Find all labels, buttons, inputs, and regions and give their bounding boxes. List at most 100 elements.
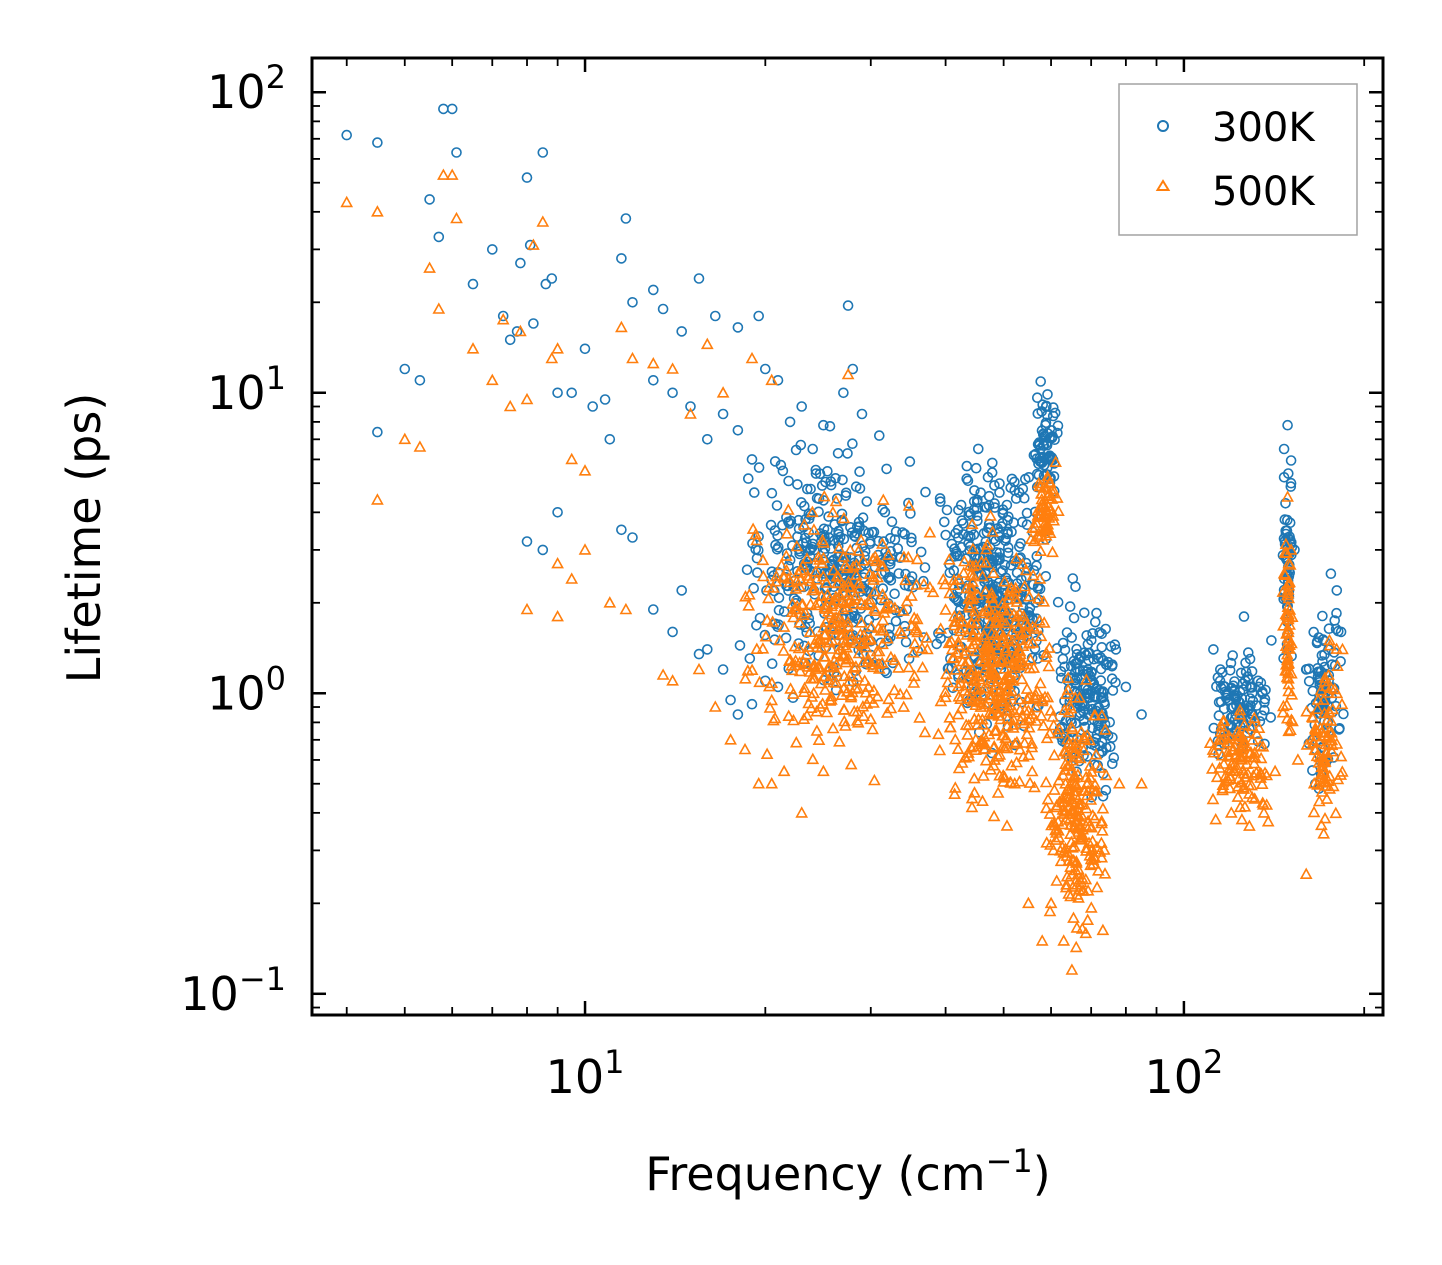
data-point-500k bbox=[1276, 585, 1290, 597]
data-point-500k bbox=[843, 634, 857, 646]
data-point-300k bbox=[1259, 704, 1270, 716]
data-point-500k bbox=[1233, 703, 1247, 716]
data-point-500k bbox=[1324, 714, 1338, 726]
data-point-500k bbox=[1019, 563, 1033, 576]
data-point-500k bbox=[888, 653, 902, 665]
data-point-500k bbox=[1056, 768, 1070, 781]
data-point-500k bbox=[841, 588, 855, 601]
data-point-500k bbox=[979, 661, 992, 674]
data-point-500k bbox=[1072, 810, 1086, 822]
data-point-300k bbox=[831, 493, 843, 504]
data-point-500k bbox=[808, 660, 821, 672]
data-point-500k bbox=[853, 581, 866, 594]
data-point-300k bbox=[968, 496, 980, 507]
data-point-500k bbox=[756, 642, 770, 654]
data-point-300k bbox=[769, 525, 781, 536]
data-point-300k bbox=[1032, 392, 1043, 404]
data-point-300k bbox=[994, 487, 1005, 498]
data-point-300k bbox=[1057, 637, 1069, 649]
data-point-500k bbox=[1093, 761, 1107, 773]
data-point-500k bbox=[841, 367, 855, 380]
y-tick-labels: 10−1 100 101 102 bbox=[180, 58, 286, 1021]
data-point-300k bbox=[759, 363, 771, 375]
data-point-500k bbox=[551, 609, 564, 622]
data-point-500k bbox=[1057, 934, 1071, 946]
data-point-500k bbox=[1077, 730, 1091, 743]
data-point-500k bbox=[1070, 873, 1084, 885]
data-point-500k bbox=[1067, 820, 1081, 832]
data-point-500k bbox=[1044, 704, 1058, 716]
data-point-500k bbox=[1065, 963, 1079, 975]
data-point-500k bbox=[1016, 557, 1030, 569]
data-point-500k bbox=[1112, 777, 1126, 789]
data-point-500k bbox=[989, 634, 1003, 646]
data-point-300k bbox=[1280, 497, 1291, 509]
data-point-300k bbox=[1285, 477, 1297, 489]
data-point-500k bbox=[789, 582, 803, 594]
y-axis-label: Lifetime (ps) bbox=[57, 393, 111, 684]
data-point-300k bbox=[1061, 627, 1073, 638]
data-point-300k bbox=[919, 562, 931, 573]
data-point-300k bbox=[1266, 635, 1277, 646]
data-point-500k bbox=[1067, 769, 1081, 782]
data-point-500k bbox=[1097, 843, 1111, 855]
data-point-300k bbox=[961, 473, 973, 485]
data-point-300k bbox=[1208, 644, 1219, 655]
data-point-500k bbox=[619, 602, 633, 615]
data-point-300k bbox=[1034, 440, 1045, 451]
data-point-500k bbox=[797, 518, 811, 530]
data-point-500k bbox=[951, 707, 965, 720]
data-point-500k bbox=[1008, 737, 1022, 749]
data-point-500k bbox=[739, 590, 752, 602]
data-point-300k bbox=[1107, 758, 1118, 770]
data-point-300k bbox=[899, 528, 911, 540]
data-point-300k bbox=[805, 483, 816, 495]
data-point-500k bbox=[851, 682, 865, 694]
data-point-500k bbox=[952, 572, 966, 585]
data-point-500k bbox=[867, 573, 881, 585]
data-point-500k bbox=[781, 503, 795, 515]
data-point-500k bbox=[1014, 714, 1027, 726]
data-point-500k bbox=[825, 622, 839, 635]
data-point-300k bbox=[1242, 671, 1253, 682]
data-point-300k bbox=[863, 614, 875, 626]
data-point-300k bbox=[935, 496, 946, 508]
data-point-500k bbox=[804, 701, 818, 713]
data-point-500k bbox=[814, 632, 827, 644]
data-point-500k bbox=[868, 550, 882, 562]
data-point-300k bbox=[935, 633, 946, 644]
data-point-500k bbox=[970, 683, 984, 695]
data-point-500k bbox=[836, 615, 849, 627]
data-point-500k bbox=[1033, 572, 1047, 584]
data-point-300k bbox=[994, 554, 1005, 565]
data-point-300k bbox=[989, 480, 1000, 491]
data-point-500k bbox=[1098, 723, 1112, 735]
data-point-300k bbox=[837, 474, 848, 486]
data-point-500k bbox=[777, 764, 791, 777]
data-point-500k bbox=[1095, 851, 1109, 863]
data-point-500k bbox=[1323, 705, 1336, 718]
data-point-500k bbox=[939, 690, 952, 703]
data-point-500k bbox=[965, 517, 979, 530]
data-point-500k bbox=[863, 592, 876, 605]
data-point-300k bbox=[1215, 682, 1227, 694]
data-point-300k bbox=[1087, 722, 1098, 734]
data-point-300k bbox=[1084, 688, 1096, 700]
data-point-500k bbox=[972, 712, 985, 725]
data-point-500k bbox=[1034, 544, 1048, 556]
data-point-500k bbox=[870, 644, 884, 657]
data-point-500k bbox=[806, 505, 819, 518]
data-point-500k bbox=[1038, 499, 1052, 512]
data-point-300k bbox=[989, 498, 1000, 509]
data-point-300k bbox=[1002, 542, 1014, 553]
data-point-500k bbox=[1022, 590, 1036, 602]
data-point-500k bbox=[958, 657, 972, 670]
data-point-300k bbox=[647, 604, 659, 615]
data-point-300k bbox=[528, 318, 539, 329]
data-point-500k bbox=[1240, 757, 1254, 769]
data-point-300k bbox=[546, 273, 558, 284]
data-point-500k bbox=[1260, 768, 1274, 781]
data-point-300k bbox=[1105, 641, 1117, 652]
x-tick-label: 101 bbox=[546, 1043, 625, 1104]
data-point-500k bbox=[1058, 790, 1072, 803]
